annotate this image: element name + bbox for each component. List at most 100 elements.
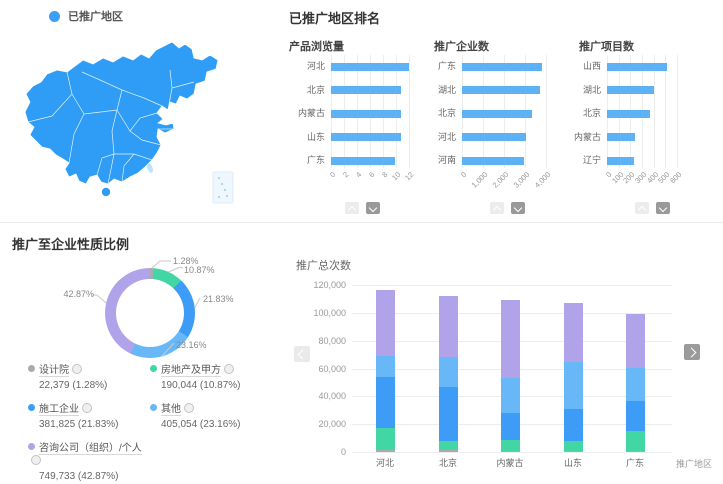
axis-tick-label: 0	[340, 447, 346, 457]
stacked-chart-title: 推广总次数	[296, 260, 351, 272]
rank-pager	[635, 202, 670, 214]
page-down-button[interactable]	[366, 202, 380, 214]
info-icon[interactable]	[72, 364, 82, 374]
enterprise-nature-donut[interactable]	[105, 268, 195, 358]
bar-segment	[375, 376, 395, 428]
legend-dot-icon	[150, 365, 157, 372]
bar-segment	[500, 300, 520, 378]
category-label: 山东	[306, 131, 325, 142]
south-china-sea-inset	[212, 171, 234, 204]
rank-pager	[345, 202, 380, 214]
chevron-up-icon	[492, 205, 502, 214]
bar-segment	[625, 451, 645, 452]
gridline	[409, 55, 410, 168]
pie-section-title: 推广至企业性质比例	[12, 237, 130, 252]
pie-legend-head: 房地产及甲方	[150, 364, 268, 377]
bar-segment	[625, 313, 645, 368]
bar-segment	[438, 449, 458, 452]
bar-segment	[563, 441, 583, 452]
page-up-button[interactable]	[635, 202, 649, 214]
rank-chart: 产品浏览量 0 2 4 6 8 10 12 河北 北京 内蒙古 山东 广东	[283, 30, 428, 222]
donut-leader-lines	[92, 260, 201, 357]
page-up-button[interactable]	[345, 202, 359, 214]
stacked-chart-axis-name: 推广地区	[676, 459, 713, 469]
stack-next-button[interactable]	[684, 344, 700, 360]
category-label: 广东	[437, 61, 456, 71]
axis-tick-label: 40,000	[318, 391, 346, 402]
pie-legend-value: 749,733 (42.87%)	[39, 471, 119, 482]
taiwan-island[interactable]	[146, 162, 154, 173]
pie-legend-item[interactable]: 咨询公司（组织）/个人 749,733 (42.87%)	[28, 442, 146, 482]
bar-segment	[563, 303, 583, 362]
pie-legend-item[interactable]: 设计院 22,379 (1.28%)	[28, 364, 146, 391]
pie-legend-item[interactable]: 施工企业 381,825 (21.83%)	[28, 403, 146, 430]
category-label: 河北	[306, 61, 325, 71]
china-map[interactable]	[22, 36, 250, 214]
bar	[331, 156, 396, 165]
bar	[462, 62, 542, 71]
page-up-button[interactable]	[490, 202, 504, 214]
ranking-section-title: 已推广地区排名	[289, 11, 381, 26]
hainan-island[interactable]	[101, 187, 111, 197]
bar	[462, 86, 541, 94]
top-section: 已推广地区	[0, 0, 723, 223]
bar	[462, 109, 532, 118]
chevron-down-icon	[658, 203, 668, 212]
stacked-bar	[563, 303, 583, 452]
pie-legend-item[interactable]: 房地产及甲方 190,044 (10.87%)	[150, 364, 268, 391]
stack-prev-button[interactable]	[294, 346, 310, 362]
bar-segment	[625, 400, 645, 431]
rank-chart-subtitle: 推广企业数	[434, 41, 489, 53]
legend-dot-icon	[28, 404, 35, 411]
bar	[607, 62, 668, 71]
pie-legend-name: 设计院	[39, 365, 69, 377]
info-icon[interactable]	[31, 455, 41, 465]
china-mainland[interactable]	[24, 41, 219, 185]
page-down-button[interactable]	[511, 202, 525, 214]
axis-tick-label: 60,000	[318, 363, 346, 374]
category-label: 内蒙古	[573, 131, 601, 142]
info-icon[interactable]	[82, 403, 92, 413]
bar-segment	[375, 427, 395, 450]
gridline	[352, 452, 672, 453]
gridline	[352, 285, 672, 286]
gridline	[665, 55, 667, 168]
rank-chart: 推广项目数 0 100 200 300 400 500 600 山西 湖北 北京 内蒙古 辽宁	[573, 30, 718, 222]
category-label: 河北	[375, 458, 394, 468]
pie-pct-label: 42.87%	[63, 289, 94, 299]
bar-segment	[438, 296, 458, 357]
bar	[331, 109, 402, 118]
bar	[607, 133, 635, 141]
map-legend[interactable]: 已推广地区	[49, 8, 123, 24]
legend-dot-icon	[28, 365, 35, 372]
chevron-down-icon	[513, 203, 523, 212]
axis-tick-label: 120,000	[313, 280, 346, 290]
pie-legend-name: 其他	[161, 404, 181, 416]
bar	[331, 62, 409, 71]
category-label: 北京	[437, 108, 456, 118]
pie-legend-item[interactable]: 其他 405,054 (23.16%)	[150, 403, 268, 430]
stacked-bar	[500, 300, 520, 452]
page-down-button[interactable]	[656, 202, 670, 214]
stacked-bar	[375, 290, 395, 452]
bar-segment	[563, 361, 583, 409]
stacked-chart-plot	[352, 285, 672, 453]
legend-dot-icon	[49, 10, 60, 22]
info-icon[interactable]	[184, 403, 194, 413]
pie-legend-name: 房地产及甲方	[161, 365, 221, 377]
category-label: 湖北	[437, 84, 456, 95]
pie-legend-value: 190,044 (10.87%)	[161, 380, 241, 391]
stacked-bar	[438, 296, 458, 452]
bar	[607, 156, 635, 165]
info-icon[interactable]	[224, 364, 234, 374]
bar-segment	[563, 451, 583, 452]
legend-dot-icon	[150, 404, 157, 411]
bar-segment	[625, 367, 645, 401]
gridline	[546, 55, 547, 168]
category-label: 广东	[306, 155, 325, 165]
chevron-up-icon	[637, 205, 647, 214]
category-label: 内蒙古	[496, 458, 524, 468]
bar-segment	[375, 356, 395, 377]
pie-legend-name: 施工企业	[39, 404, 79, 416]
